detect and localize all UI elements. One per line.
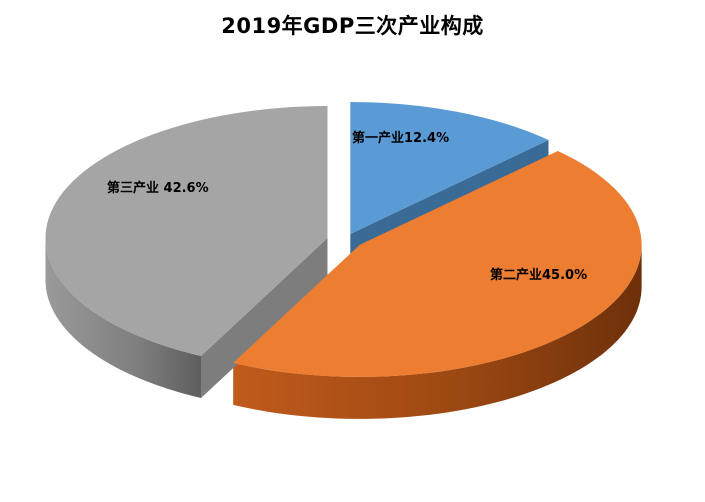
pie-wall-third-industry	[201, 238, 328, 399]
pie-slice-third-industry	[45, 106, 328, 357]
slice-label-second-industry: 第二产业45.0%	[490, 267, 587, 283]
pie-side-second-industry	[233, 244, 642, 419]
pie-side-third-industry	[45, 238, 202, 399]
chart-title: 2019年GDP三次产业构成	[221, 14, 484, 38]
slice-label-third-industry: 第三产业 42.6%	[107, 180, 209, 196]
pie-slice-first-industry	[350, 101, 549, 234]
slice-label-first-industry: 第一产业12.4%	[352, 130, 449, 146]
pie-slice-second-industry	[233, 150, 642, 377]
